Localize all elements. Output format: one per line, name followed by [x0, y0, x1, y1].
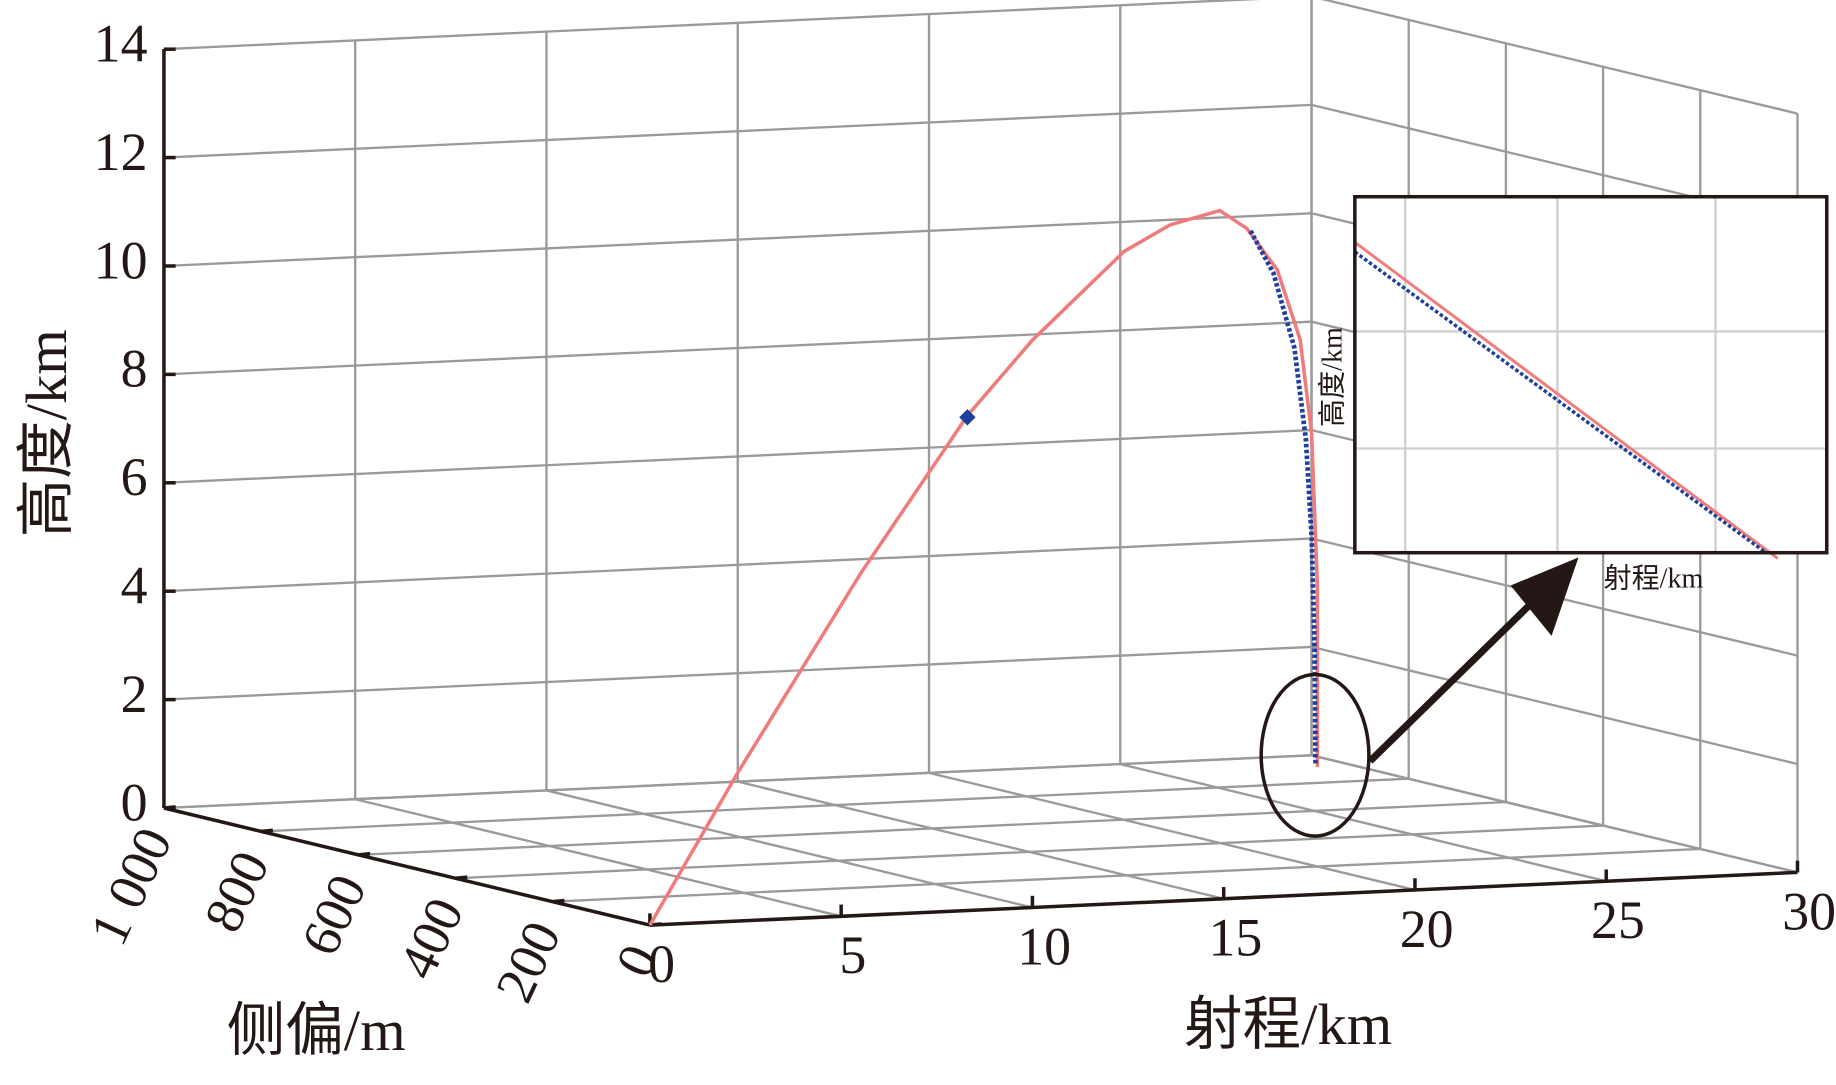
- grid-line: [358, 800, 1506, 856]
- zoom-arrow: [1367, 598, 1537, 764]
- inset-y-label: 高度/km: [1316, 327, 1348, 427]
- z-tick-label: 14: [94, 14, 148, 74]
- z-tick-label: 2: [121, 664, 148, 724]
- trajectory-line: [648, 208, 1320, 926]
- grid-line: [163, 428, 1312, 484]
- grid-line: [261, 777, 1409, 833]
- z-axis-label: 高度/km: [14, 329, 79, 537]
- grid-line: [163, 320, 1312, 376]
- grid-line: [163, 754, 1312, 810]
- grid-line: [163, 0, 1261, 51]
- z-tick-label: 8: [121, 339, 148, 399]
- inset-line: [1353, 250, 1767, 555]
- grid-line: [1311, 754, 1798, 874]
- zoom-ellipse: [1259, 672, 1371, 838]
- grid-line: [928, 771, 1416, 892]
- y-tick-label: 800: [192, 842, 281, 941]
- grid-line: [455, 824, 1604, 880]
- y-axis-line: [163, 806, 651, 927]
- grid-line: [552, 847, 1701, 903]
- x-tick-label: 10: [1017, 916, 1071, 976]
- y-tick: [455, 875, 468, 880]
- inset-chart: 射程/km 高度/km: [1316, 194, 1829, 594]
- zoom-arrow-head: [1510, 557, 1579, 636]
- x-tick-label: 15: [1208, 908, 1262, 968]
- grid-line: [163, 645, 1312, 701]
- x-axis-label: 射程/km: [1184, 992, 1392, 1057]
- inset-background: [1354, 196, 1827, 553]
- grid-line: [1311, 645, 1798, 766]
- grid-line: [354, 798, 842, 918]
- grid-line: [163, 103, 1312, 159]
- x-tick-label: 25: [1591, 890, 1645, 950]
- x-tick-label: 30: [1782, 881, 1836, 941]
- x-tick-label: 5: [839, 925, 866, 985]
- y-axis-label: 侧偏/m: [227, 998, 406, 1063]
- x-tick-label: 0: [648, 934, 675, 994]
- inset-x-label: 射程/km: [1603, 562, 1703, 594]
- y-tick-label: 600: [290, 866, 379, 965]
- y-tick: [260, 828, 274, 834]
- inset-frame: [1353, 194, 1829, 555]
- grid-line: [163, 212, 1312, 268]
- y-tick-label: 400: [387, 889, 476, 988]
- z-tick-label: 6: [121, 447, 148, 507]
- grid-line: [546, 789, 1033, 909]
- x-tick-label: 20: [1400, 899, 1454, 959]
- grid-line: [163, 537, 1312, 593]
- trajectory-line: [1248, 229, 1318, 765]
- inset-line: [1353, 241, 1779, 560]
- y-tick: [552, 898, 565, 904]
- y-tick: [358, 851, 371, 857]
- grid-line: [1119, 762, 1607, 883]
- z-tick-label: 10: [94, 230, 148, 290]
- z-tick-label: 12: [94, 122, 148, 182]
- z-tick-label: 0: [121, 772, 148, 832]
- y-tick-label: 200: [484, 912, 573, 1011]
- trajectory-marker: [959, 409, 976, 426]
- z-tick-label: 4: [121, 556, 148, 616]
- grid-line: [737, 780, 1224, 900]
- y-tick-label: 1 000: [78, 819, 184, 954]
- grid-line: [1321, 0, 1798, 115]
